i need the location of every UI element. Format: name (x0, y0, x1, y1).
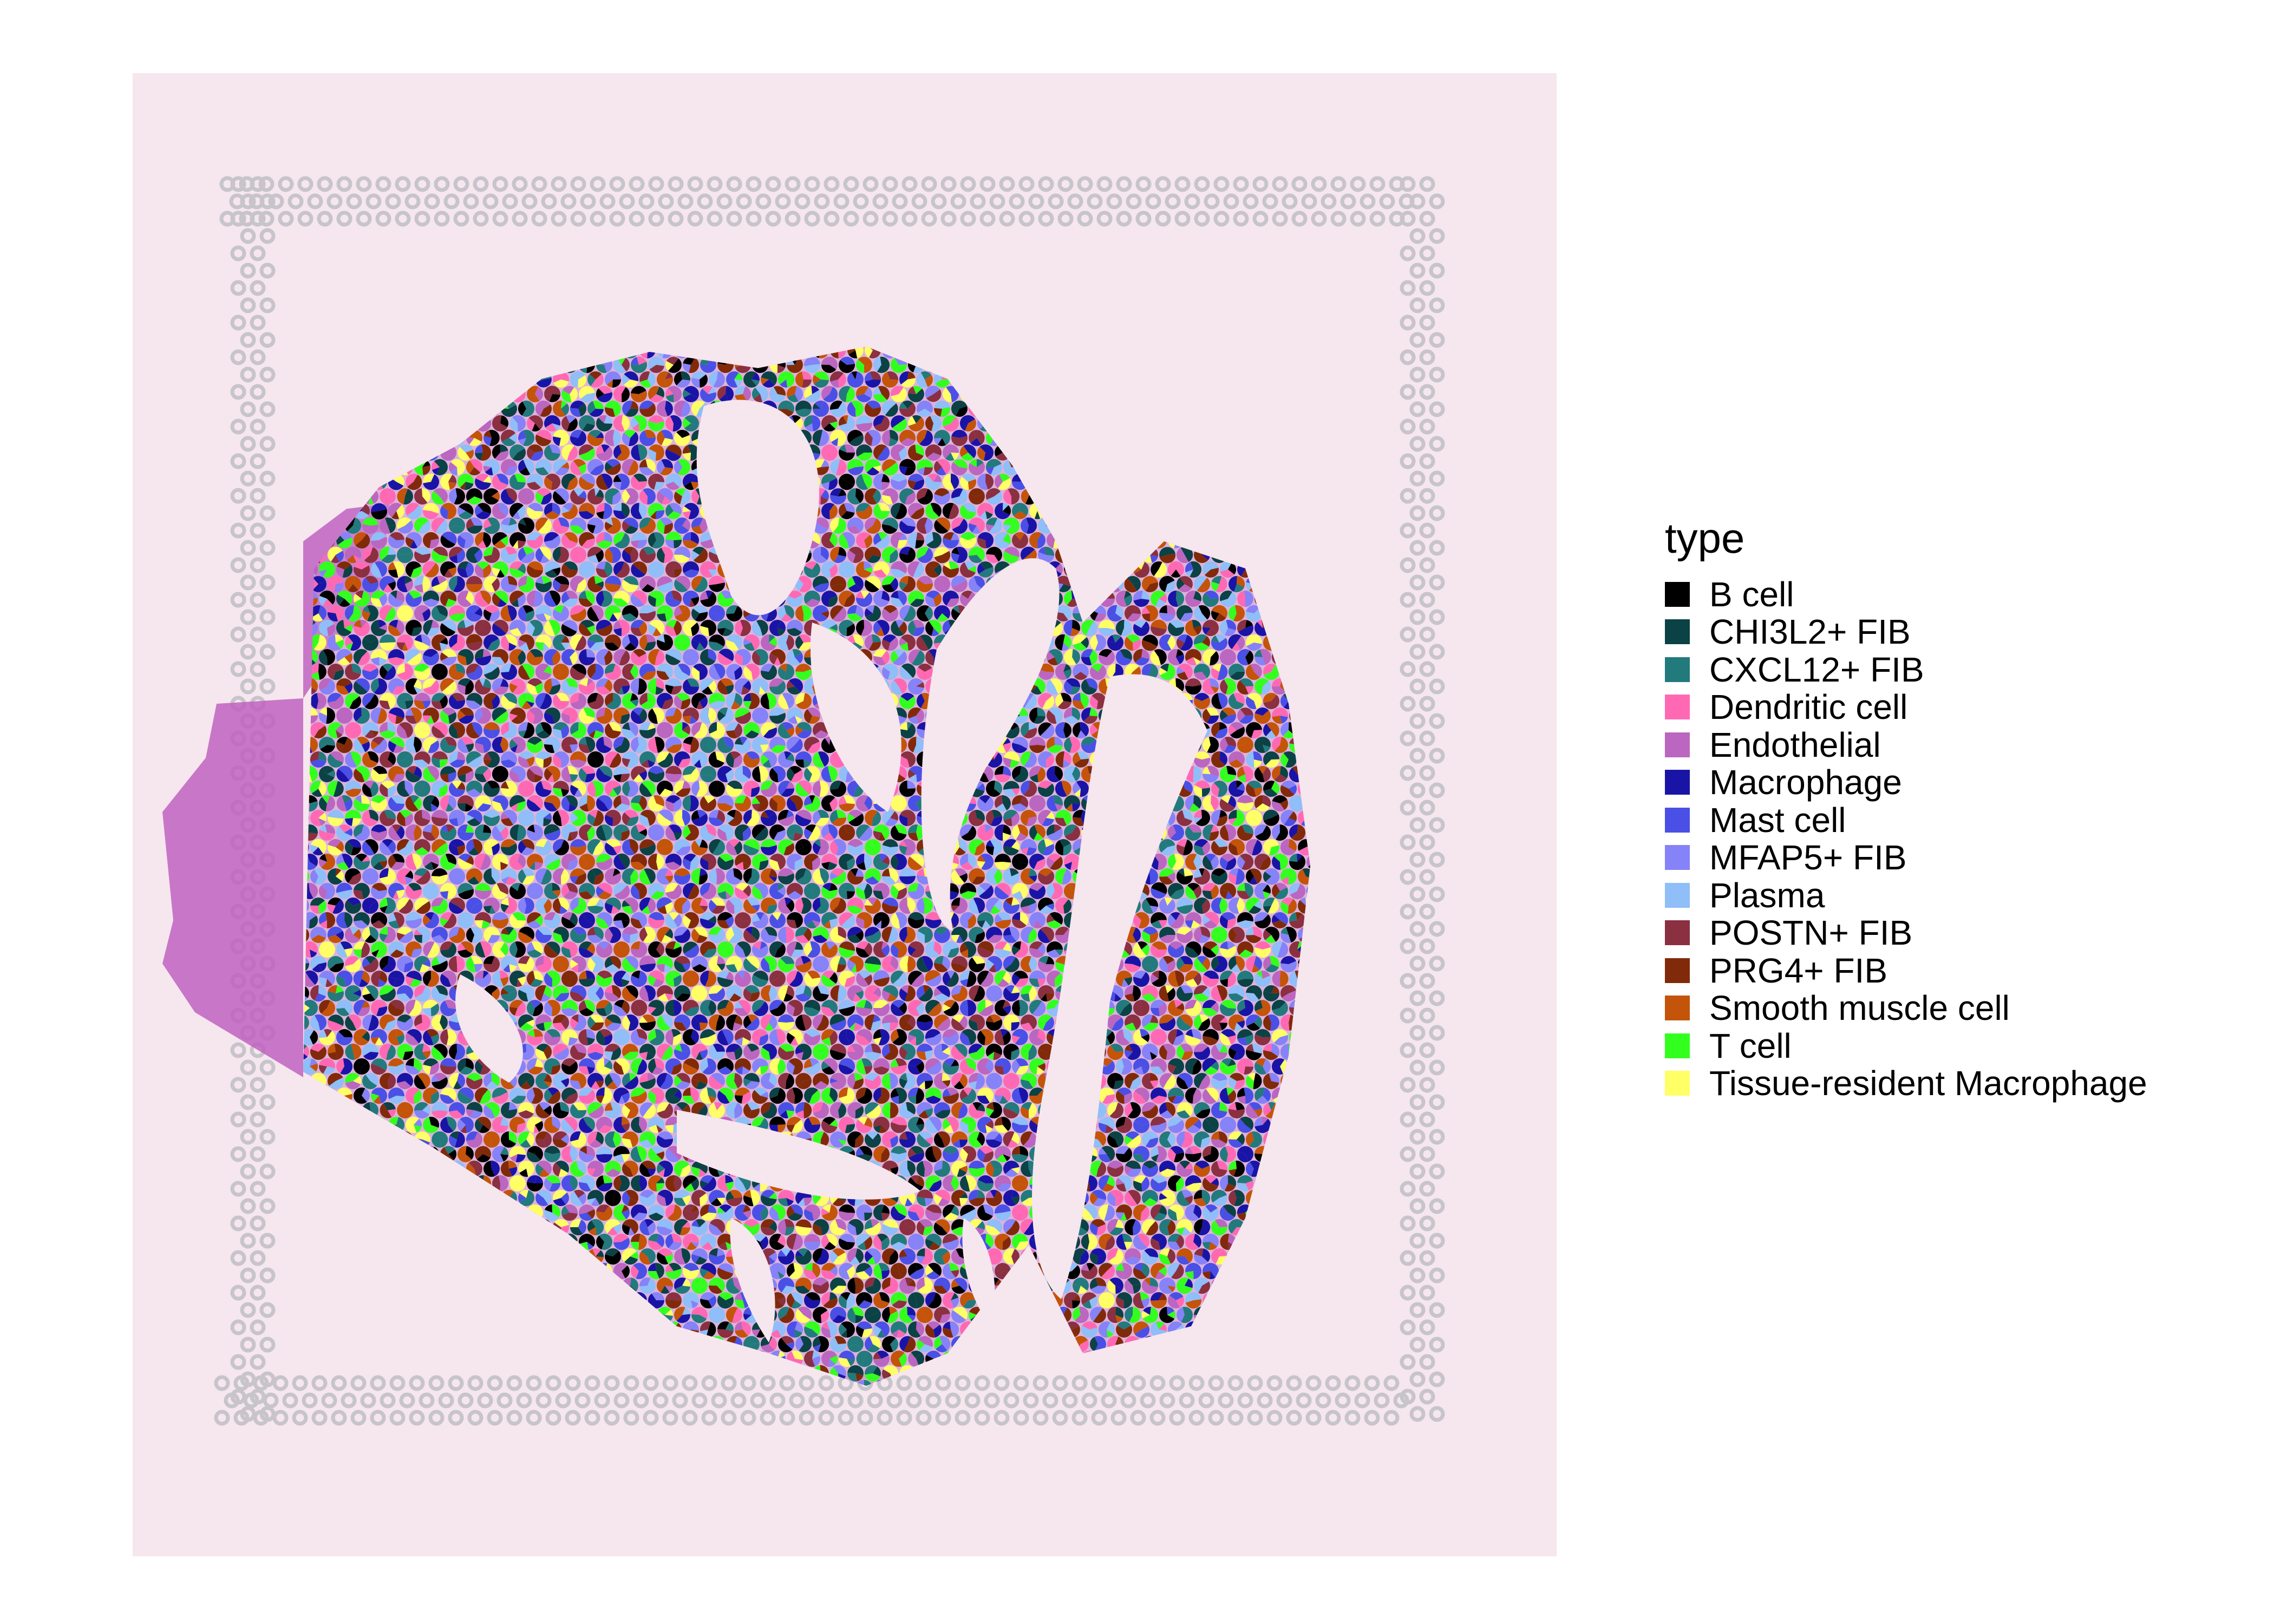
legend-swatch (1665, 695, 1690, 720)
legend-label: T cell (1709, 1026, 1792, 1065)
legend-item: CHI3L2+ FIB (1665, 613, 2147, 651)
legend-swatch (1665, 619, 1690, 645)
legend-item: Dendritic cell (1665, 689, 2147, 726)
fiducial-frame (214, 176, 1445, 1426)
legend-label: Plasma (1709, 875, 1825, 915)
legend-item: Endothelial (1665, 726, 2147, 764)
legend-swatch (1665, 732, 1690, 757)
legend-label: Endothelial (1709, 725, 1881, 764)
legend-item: Tissue-resident Macrophage (1665, 1065, 2147, 1103)
legend-title: type (1665, 514, 1745, 562)
legend: type B cell CHI3L2+ FIB CXCL12+ FIB Dendrit… (1665, 517, 2147, 1102)
legend-item: Smooth muscle cell (1665, 990, 2147, 1027)
legend-swatch (1665, 657, 1690, 682)
legend-item: Macrophage (1665, 764, 2147, 802)
legend-label: MFAP5+ FIB (1709, 838, 1907, 878)
legend-item: Mast cell (1665, 801, 2147, 839)
legend-swatch (1665, 882, 1690, 908)
legend-swatch (1665, 958, 1690, 983)
legend-label: CXCL12+ FIB (1709, 650, 1924, 689)
legend-item: POSTN+ FIB (1665, 914, 2147, 952)
legend-label: PRG4+ FIB (1709, 951, 1887, 990)
legend-item: PRG4+ FIB (1665, 952, 2147, 990)
legend-label: Smooth muscle cell (1709, 988, 2010, 1028)
legend-item: T cell (1665, 1027, 2147, 1065)
legend-item: CXCL12+ FIB (1665, 651, 2147, 689)
legend-swatch (1665, 845, 1690, 870)
legend-swatch (1665, 581, 1690, 607)
legend-items: B cell CHI3L2+ FIB CXCL12+ FIB Dendritic ce… (1665, 575, 2147, 1102)
legend-label: POSTN+ FIB (1709, 913, 1913, 953)
tissue-gaps (455, 400, 1207, 1343)
legend-swatch (1665, 996, 1690, 1021)
legend-swatch (1665, 770, 1690, 795)
legend-swatch (1665, 1071, 1690, 1096)
legend-swatch (1665, 1033, 1690, 1058)
legend-label: Tissue-resident Macrophage (1709, 1064, 2147, 1103)
legend-label: B cell (1709, 574, 1794, 614)
legend-label: CHI3L2+ FIB (1709, 612, 1911, 652)
legend-label: Dendritic cell (1709, 687, 1908, 727)
legend-item: MFAP5+ FIB (1665, 839, 2147, 877)
legend-item: B cell (1665, 575, 2147, 613)
tissue-section (162, 346, 1310, 1386)
legend-label: Macrophage (1709, 763, 1902, 802)
legend-item: Plasma (1665, 876, 2147, 914)
legend-swatch (1665, 807, 1690, 833)
legend-swatch (1665, 920, 1690, 946)
legend-label: Mast cell (1709, 800, 1846, 840)
